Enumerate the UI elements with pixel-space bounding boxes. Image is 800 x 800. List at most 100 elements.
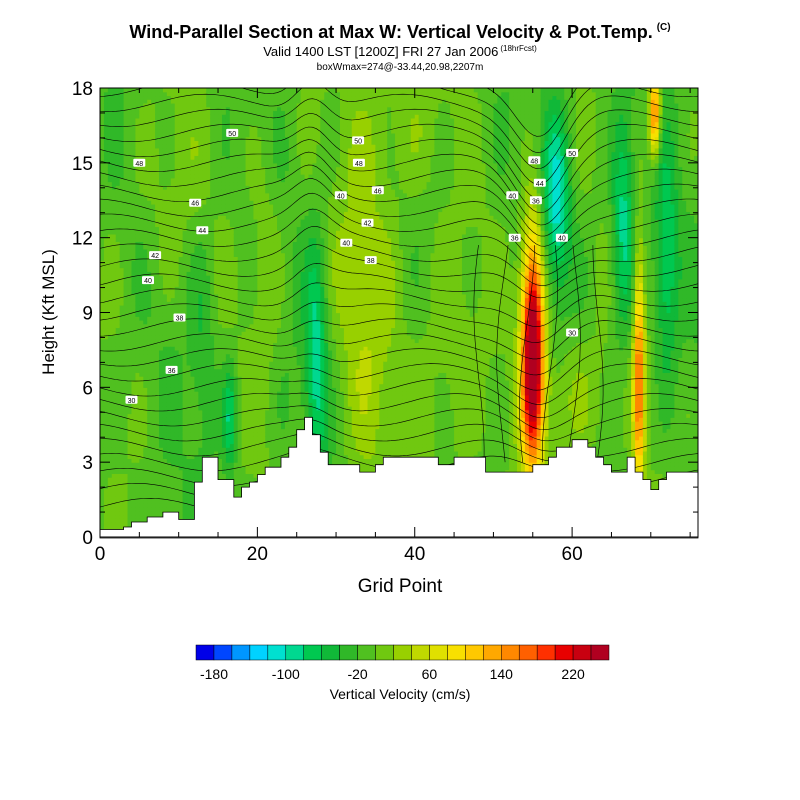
velocity-cell — [214, 107, 219, 111]
velocity-cell — [198, 298, 203, 302]
velocity-cell — [128, 511, 133, 515]
velocity-cell — [246, 264, 251, 268]
velocity-cell — [253, 395, 258, 399]
velocity-cell — [230, 391, 235, 395]
velocity-cell — [147, 406, 152, 410]
velocity-cell — [104, 275, 109, 279]
velocity-cell — [190, 245, 195, 249]
velocity-cell — [147, 417, 152, 421]
velocity-cell — [261, 387, 266, 391]
velocity-cell — [222, 185, 227, 189]
velocity-cell — [124, 286, 129, 290]
velocity-cell — [198, 357, 203, 361]
velocity-cell — [163, 253, 168, 257]
velocity-cell — [218, 268, 223, 272]
velocity-cell — [222, 372, 227, 376]
velocity-cell — [194, 245, 199, 249]
velocity-cell — [198, 391, 203, 395]
velocity-cell — [147, 485, 152, 489]
velocity-cell — [187, 440, 192, 444]
velocity-cell — [143, 320, 148, 324]
velocity-cell — [124, 230, 129, 234]
velocity-cell — [124, 369, 129, 373]
velocity-cell — [230, 152, 235, 156]
velocity-cell — [183, 256, 188, 260]
velocity-cell — [218, 458, 223, 462]
velocity-cell — [167, 238, 172, 242]
velocity-cell — [253, 253, 258, 257]
velocity-cell — [143, 365, 148, 369]
velocity-cell — [128, 140, 133, 144]
velocity-cell — [147, 466, 152, 470]
velocity-cell — [206, 354, 211, 358]
velocity-cell — [234, 455, 239, 459]
velocity-cell — [194, 99, 199, 103]
velocity-cell — [139, 481, 144, 485]
velocity-cell — [112, 99, 117, 103]
velocity-cell — [131, 219, 136, 223]
velocity-cell — [159, 313, 164, 317]
velocity-cell — [100, 477, 105, 481]
velocity-cell — [147, 301, 152, 305]
velocity-cell — [124, 238, 129, 242]
velocity-cell — [171, 178, 176, 182]
velocity-cell — [171, 88, 176, 92]
velocity-cell — [194, 361, 199, 365]
velocity-cell — [246, 245, 251, 249]
velocity-cell — [202, 219, 207, 223]
velocity-cell — [163, 88, 168, 92]
velocity-cell — [234, 477, 239, 481]
velocity-cell — [128, 432, 133, 436]
velocity-cell — [116, 148, 121, 152]
velocity-cell — [230, 103, 235, 107]
velocity-cell — [155, 200, 160, 204]
velocity-cell — [112, 226, 117, 230]
velocity-cell — [210, 152, 215, 156]
velocity-cell — [218, 249, 223, 253]
velocity-cell — [100, 496, 105, 500]
velocity-cell — [218, 88, 223, 92]
velocity-cell — [246, 178, 251, 182]
velocity-cell — [238, 230, 243, 234]
velocity-cell — [218, 133, 223, 137]
velocity-cell — [112, 159, 117, 163]
velocity-cell — [187, 320, 192, 324]
velocity-cell — [250, 331, 255, 335]
velocity-cell — [250, 402, 255, 406]
velocity-cell — [242, 249, 247, 253]
velocity-cell — [104, 522, 109, 526]
velocity-cell — [128, 372, 133, 376]
velocity-cell — [202, 350, 207, 354]
velocity-cell — [198, 286, 203, 290]
velocity-cell — [167, 481, 172, 485]
velocity-cell — [131, 238, 136, 242]
velocity-cell — [226, 253, 231, 257]
velocity-cell — [214, 354, 219, 358]
velocity-cell — [253, 324, 258, 328]
velocity-cell — [218, 245, 223, 249]
velocity-cell — [234, 391, 239, 395]
velocity-cell — [171, 182, 176, 186]
velocity-cell — [238, 309, 243, 313]
velocity-cell — [159, 428, 164, 432]
velocity-cell — [257, 309, 262, 313]
velocity-cell — [100, 114, 105, 118]
velocity-cell — [159, 500, 164, 504]
velocity-cell — [198, 114, 203, 118]
velocity-cell — [222, 182, 227, 186]
velocity-cell — [242, 163, 247, 167]
velocity-cell — [108, 286, 113, 290]
velocity-cell — [179, 458, 184, 462]
velocity-cell — [234, 481, 239, 485]
velocity-cell — [139, 500, 144, 504]
velocity-cell — [171, 346, 176, 350]
velocity-cell — [175, 455, 180, 459]
velocity-cell — [214, 301, 219, 305]
velocity-cell — [202, 137, 207, 141]
velocity-cell — [210, 118, 215, 122]
velocity-cell — [230, 238, 235, 242]
velocity-cell — [116, 197, 121, 201]
velocity-cell — [163, 286, 168, 290]
velocity-cell — [202, 451, 207, 455]
velocity-cell — [175, 436, 180, 440]
